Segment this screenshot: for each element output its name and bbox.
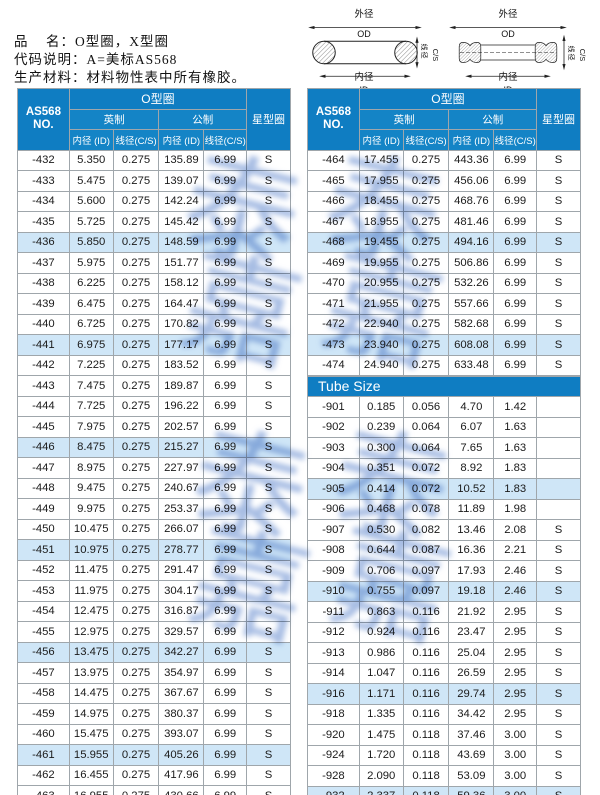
svg-text:C/S: C/S bbox=[578, 49, 587, 62]
svg-text:径: 径 bbox=[566, 54, 576, 61]
svg-text:线: 线 bbox=[419, 44, 429, 51]
svg-text:线: 线 bbox=[566, 46, 576, 53]
svg-text:外径: 外径 bbox=[354, 6, 374, 20]
svg-text:外径: 外径 bbox=[498, 6, 518, 20]
svg-text:OD: OD bbox=[501, 29, 515, 39]
svg-text:C/S: C/S bbox=[431, 49, 440, 62]
svg-text:径: 径 bbox=[419, 52, 429, 59]
svg-text:OD: OD bbox=[357, 29, 371, 39]
